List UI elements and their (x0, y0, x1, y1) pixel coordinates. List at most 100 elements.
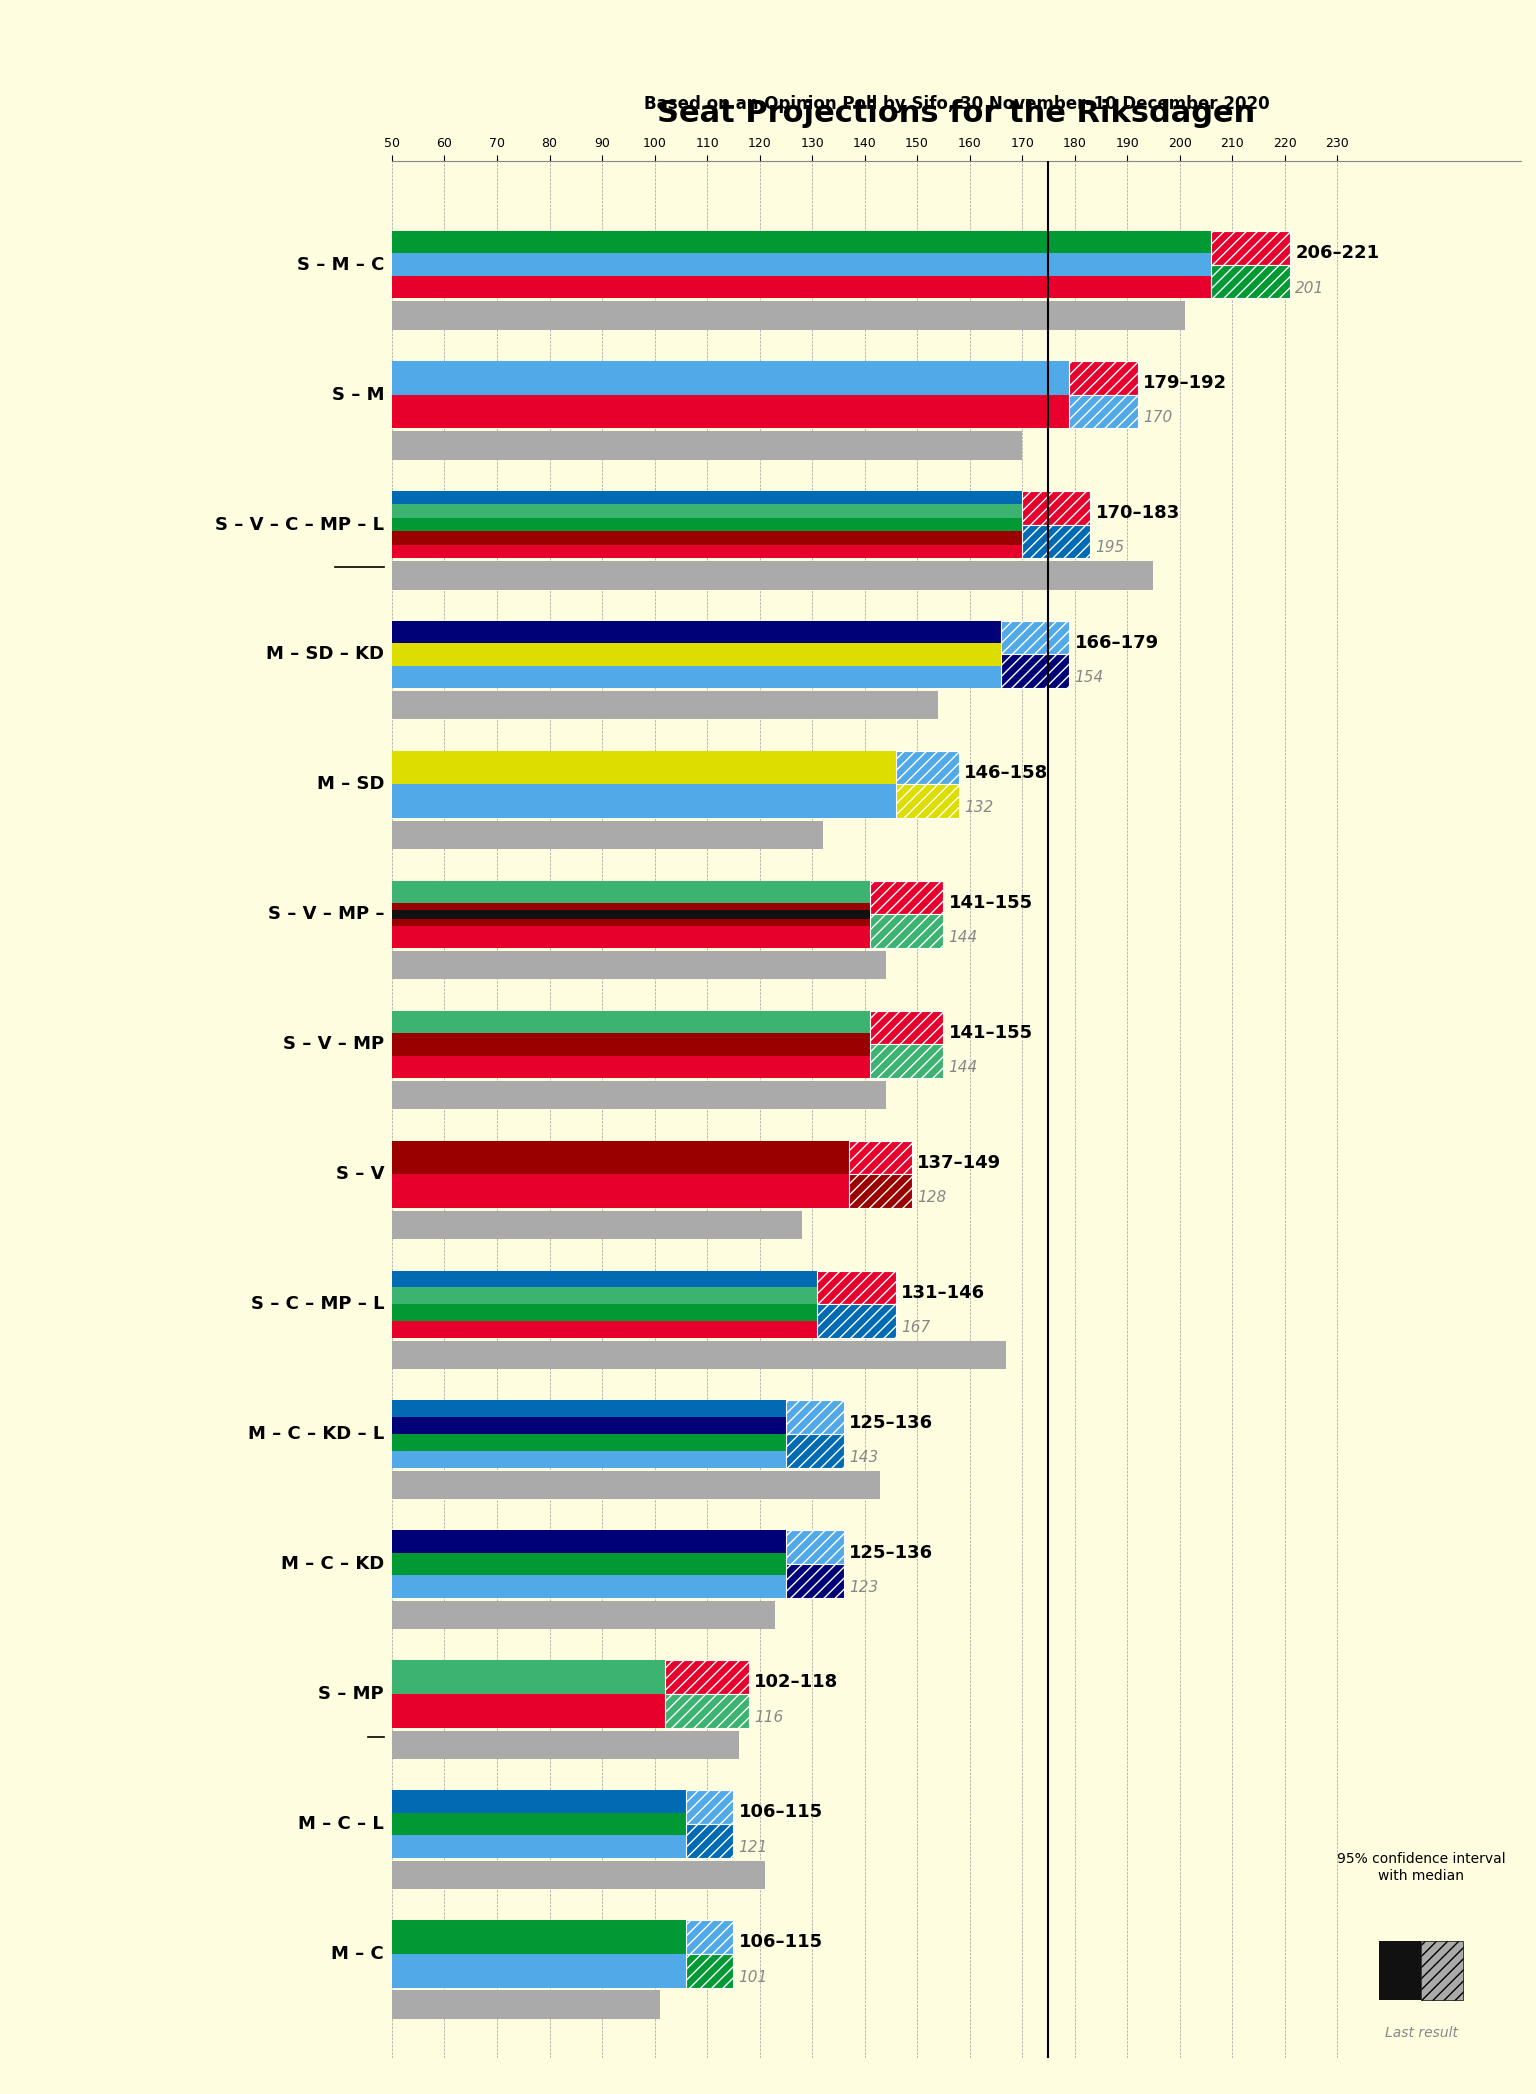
Bar (392, 1730, 739, 1759)
Bar (392, 1401, 786, 1418)
Text: S – V: S – V (335, 1166, 384, 1183)
Title: Seat Projections for the Riksdagen: Seat Projections for the Riksdagen (657, 98, 1255, 128)
Text: M – C – KD – L: M – C – KD – L (247, 1426, 384, 1443)
Bar (392, 1991, 660, 2019)
Bar (1212, 264, 1290, 299)
Bar (392, 821, 823, 850)
Bar (392, 360, 1069, 394)
Text: 144: 144 (949, 1060, 978, 1074)
Bar (392, 785, 895, 819)
Bar (392, 1418, 786, 1434)
Text: 154: 154 (1075, 670, 1104, 685)
Bar (392, 517, 1021, 532)
Bar (687, 1790, 733, 1824)
Bar (392, 1554, 786, 1575)
Text: M – C: M – C (332, 1945, 384, 1962)
Text: 144: 144 (949, 930, 978, 944)
Bar (392, 561, 1154, 591)
Text: 101: 101 (739, 1970, 768, 1985)
Bar (392, 394, 1069, 429)
Bar (392, 951, 886, 980)
Bar (392, 302, 1184, 329)
Bar (1001, 655, 1069, 689)
Bar (392, 276, 1212, 299)
Bar (392, 1340, 1006, 1369)
Text: 146–158: 146–158 (965, 764, 1049, 781)
Bar (786, 1531, 843, 1564)
Text: 137–149: 137–149 (917, 1154, 1001, 1173)
Bar (665, 1694, 750, 1728)
Bar (895, 785, 958, 819)
Bar (392, 1862, 765, 1889)
Bar (1212, 230, 1290, 264)
Bar (1001, 620, 1069, 655)
Bar (786, 1401, 843, 1434)
Bar (392, 532, 1021, 544)
Text: M – SD – KD: M – SD – KD (266, 645, 384, 664)
Bar (392, 431, 1021, 459)
Text: 95% confidence interval
with median: 95% confidence interval with median (1336, 1853, 1505, 1883)
Bar (392, 666, 1001, 689)
Text: 166–179: 166–179 (1075, 634, 1158, 651)
Bar (392, 1813, 687, 1836)
Bar (392, 1210, 802, 1240)
Bar (392, 1920, 687, 1954)
Bar (392, 1954, 687, 1987)
Bar (786, 1564, 843, 1598)
Bar (869, 1045, 943, 1078)
Bar (392, 1141, 849, 1175)
Bar (392, 1175, 849, 1208)
Text: 128: 128 (917, 1189, 946, 1206)
Bar (392, 1032, 869, 1055)
Bar (392, 903, 869, 926)
Text: 143: 143 (849, 1451, 879, 1466)
Text: S – V – C – MP – L: S – V – C – MP – L (215, 515, 384, 534)
Bar (392, 1790, 687, 1813)
Text: S – C – MP – L: S – C – MP – L (250, 1296, 384, 1313)
Bar (392, 1288, 817, 1305)
Bar (392, 1470, 880, 1499)
Bar (687, 1920, 733, 1954)
Bar (392, 1434, 786, 1451)
Bar (392, 643, 1001, 666)
Bar (1021, 524, 1091, 559)
Bar (1069, 360, 1138, 394)
Text: 102–118: 102–118 (754, 1673, 839, 1692)
Text: 125–136: 125–136 (849, 1543, 932, 1562)
Text: 206–221: 206–221 (1295, 243, 1379, 262)
Bar (392, 750, 895, 785)
Text: S – MP: S – MP (318, 1686, 384, 1702)
Text: 121: 121 (739, 1841, 768, 1855)
Text: 123: 123 (849, 1581, 879, 1596)
Bar (1021, 490, 1091, 524)
Text: 170: 170 (1143, 410, 1172, 425)
Bar (392, 1836, 687, 1857)
Bar (392, 1321, 817, 1338)
Bar (895, 750, 958, 785)
Bar (392, 926, 869, 949)
Text: 201: 201 (1295, 281, 1324, 295)
Text: M – C – L: M – C – L (298, 1815, 384, 1832)
Bar (1379, 1941, 1421, 2000)
Text: 141–155: 141–155 (949, 1024, 1032, 1041)
Text: 125–136: 125–136 (849, 1413, 932, 1432)
Bar (392, 253, 1212, 276)
Text: 131–146: 131–146 (902, 1284, 986, 1302)
Bar (817, 1305, 895, 1338)
Bar (392, 544, 1021, 559)
Bar (392, 1661, 665, 1694)
Bar (849, 1141, 912, 1175)
Bar (392, 691, 938, 720)
Bar (392, 1305, 817, 1321)
Text: 106–115: 106–115 (739, 1803, 823, 1822)
Text: S – V – MP –: S – V – MP – (267, 905, 384, 923)
Bar (392, 882, 869, 903)
Text: 106–115: 106–115 (739, 1933, 823, 1952)
Bar (869, 882, 943, 915)
Text: 195: 195 (1095, 540, 1124, 555)
Bar (392, 1081, 886, 1110)
Bar (392, 1531, 786, 1554)
Bar (392, 230, 1212, 253)
Bar (392, 505, 1021, 517)
Text: S – M – C: S – M – C (296, 255, 384, 274)
